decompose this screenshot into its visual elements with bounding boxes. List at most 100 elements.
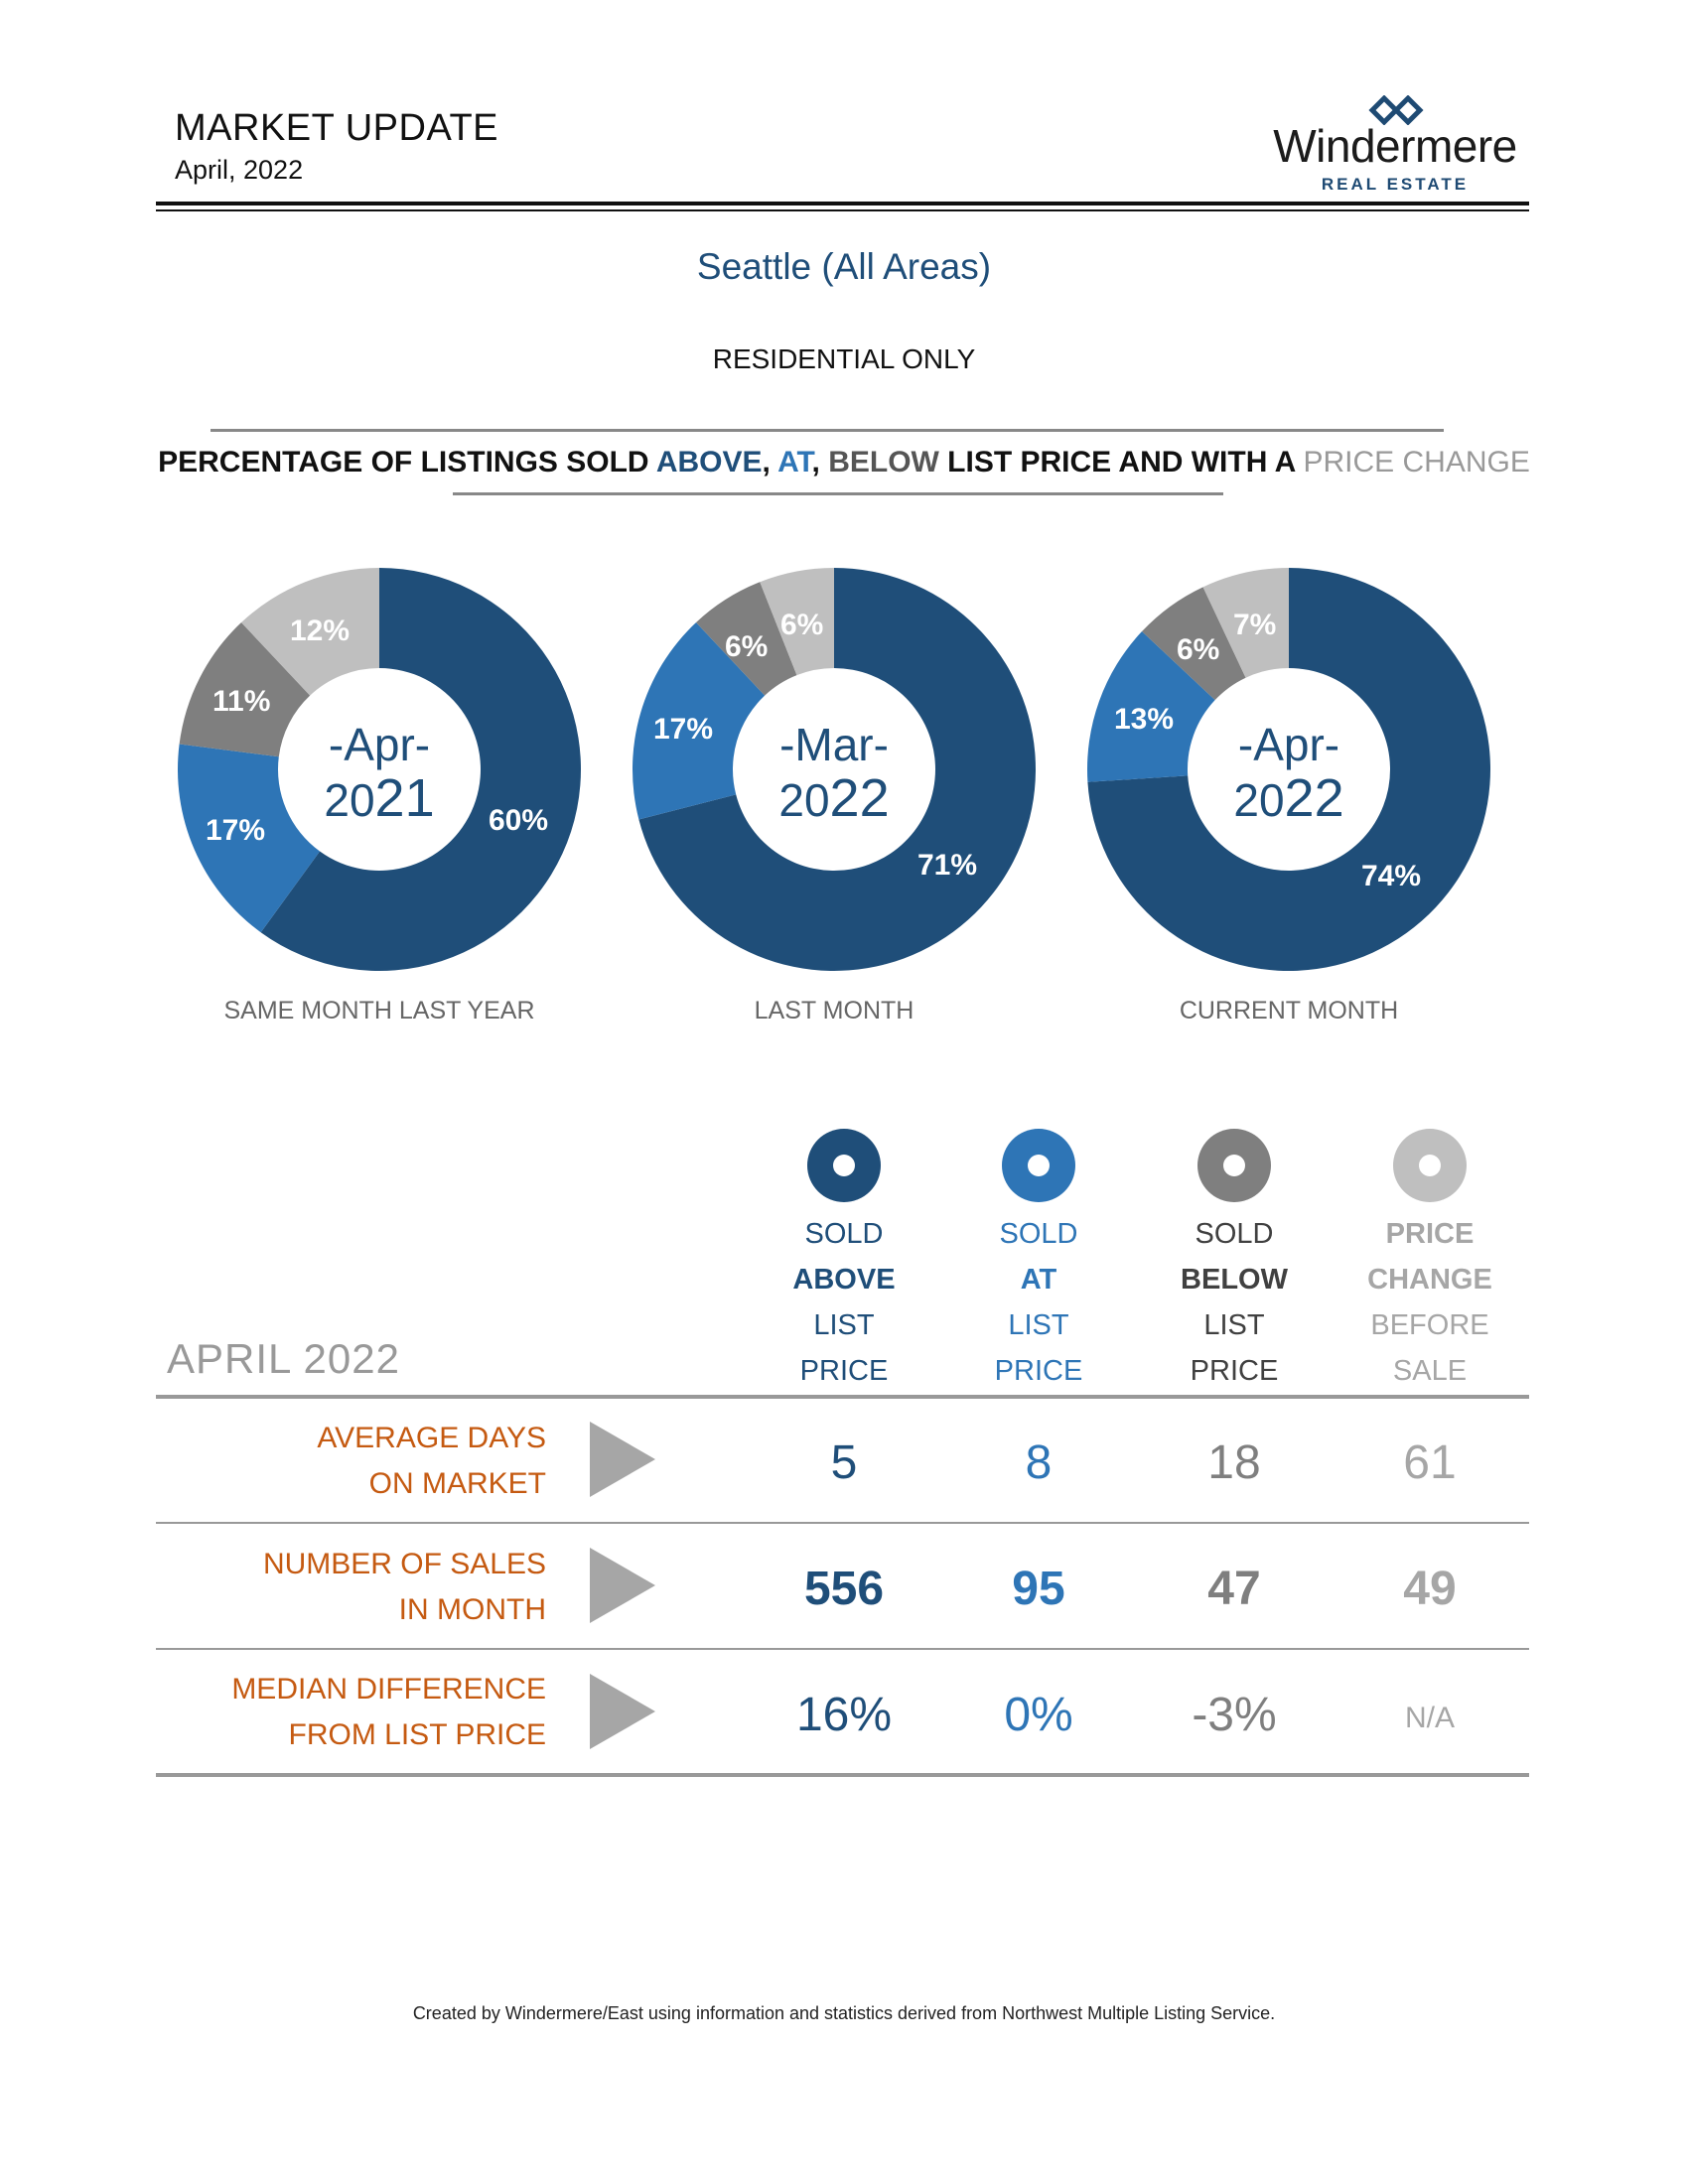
donut-slice-below <box>1142 587 1246 701</box>
col-line: BEFORE <box>1370 1309 1489 1341</box>
value-cell: 18 <box>1207 1436 1261 1489</box>
col-line: CHANGE <box>1367 1264 1492 1296</box>
report-date: April, 2022 <box>175 155 304 185</box>
value-cell: 47 <box>1207 1563 1261 1615</box>
heading-mid: LIST PRICE AND WITH A <box>938 446 1304 478</box>
windermere-logo-icon <box>1368 95 1424 125</box>
table-rule-top <box>156 1395 1529 1399</box>
heading-comma2: , <box>811 446 829 478</box>
value-cell: 16% <box>795 1689 893 1741</box>
row-label-line: AVERAGE DAYS <box>317 1422 546 1454</box>
table-section-label: APRIL 2022 <box>167 1335 400 1382</box>
row-label-line: MEDIAN DIFFERENCE <box>231 1673 546 1706</box>
column-header-below: SOLD BELOW LIST PRICE <box>1155 1211 1314 1394</box>
header-rule-thin <box>156 209 1529 211</box>
value-cell: -3% <box>1192 1689 1277 1741</box>
donut-slice-below <box>696 582 797 696</box>
donut-slice-change <box>1202 568 1289 678</box>
logo-subtitle: REAL ESTATE <box>1321 175 1470 194</box>
at-ring-icon <box>1002 1129 1075 1202</box>
value-cell: 5 <box>830 1436 858 1489</box>
col-line: LIST <box>1008 1309 1069 1341</box>
report-title: MARKET UPDATE <box>175 107 499 149</box>
col-line: BELOW <box>1181 1264 1288 1296</box>
source-footnote: Created by Windermere/East using informa… <box>412 2003 1276 2023</box>
row-label-line: FROM LIST PRICE <box>288 1718 546 1751</box>
slice-label: 6% <box>1177 633 1220 666</box>
donut-center-label-3: -Apr- 2022 <box>1199 718 1378 827</box>
donut-slice-above <box>260 568 581 971</box>
slice-label: 71% <box>917 849 978 882</box>
slice-label: 60% <box>489 804 549 837</box>
column-header-above: SOLD ABOVE LIST PRICE <box>765 1211 923 1394</box>
slice-label: 13% <box>1114 703 1175 736</box>
donut-center-year-b-1: 21 <box>374 768 435 828</box>
row-label-sales: NUMBER OF SALES IN MONTH <box>199 1542 546 1633</box>
col-line: SOLD <box>1195 1218 1274 1250</box>
header-rule <box>156 202 1529 205</box>
donut-center-label-1: -Apr- 2021 <box>290 718 469 827</box>
donut-center-year-b-3: 22 <box>1284 768 1344 828</box>
slice-label: 6% <box>725 630 769 663</box>
column-header-at: SOLD AT LIST PRICE <box>959 1211 1118 1394</box>
slice-label: 11% <box>212 685 271 718</box>
donut-slice-at <box>178 744 321 933</box>
value-cell: 95 <box>1012 1563 1065 1615</box>
heading-pre: PERCENTAGE OF LISTINGS SOLD <box>158 446 656 478</box>
heading-above: ABOVE <box>655 446 763 478</box>
col-line: ABOVE <box>792 1264 896 1296</box>
donut-charts <box>178 568 1490 971</box>
col-line: SOLD <box>999 1218 1078 1250</box>
heading-at: AT <box>777 446 812 478</box>
value-cell: 556 <box>803 1563 885 1615</box>
slice-label: 6% <box>780 609 824 641</box>
donut-slice-change <box>760 568 834 676</box>
column-header-change: PRICE CHANGE BEFORE SALE <box>1350 1211 1509 1394</box>
below-ring-icon <box>1197 1129 1271 1202</box>
slice-label: 17% <box>206 814 266 847</box>
heading-below: BELOW <box>828 446 939 478</box>
donut-center-year-a-2: 20 <box>778 774 830 826</box>
value-cell: 0% <box>1004 1689 1073 1741</box>
heading-comma1: , <box>762 446 778 478</box>
donut-slice-at <box>1087 631 1215 782</box>
row-label-days: AVERAGE DAYS ON MARKET <box>199 1416 546 1507</box>
row-label-line: IN MONTH <box>398 1593 546 1626</box>
slice-label: 12% <box>290 614 351 647</box>
donut-slice-change <box>241 568 379 696</box>
col-line: SALE <box>1392 1355 1468 1387</box>
section-rule-top <box>211 429 1444 432</box>
donut-center-month-2: -Mar- <box>779 719 889 770</box>
donut-slice-above <box>638 568 1036 971</box>
donut-center-year-a-1: 20 <box>324 774 375 826</box>
table-rule-bottom <box>156 1773 1529 1777</box>
donut-slice-above <box>1087 568 1490 971</box>
value-cell: 49 <box>1403 1563 1457 1615</box>
col-line: PRICE <box>1190 1355 1279 1387</box>
donut-center-year-a-3: 20 <box>1233 774 1285 826</box>
heading-change: PRICE CHANGE <box>1303 446 1530 478</box>
donut-caption-3: CURRENT MONTH <box>1179 997 1399 1024</box>
area-title: Seattle (All Areas) <box>696 246 992 287</box>
row-arrow-icon <box>590 1422 655 1497</box>
col-line: PRICE <box>1385 1218 1475 1250</box>
value-cell: N/A <box>1404 1702 1455 1734</box>
logo-wordmark: Windermere <box>1273 120 1517 172</box>
table-row-divider <box>156 1648 1529 1650</box>
donut-center-month-1: -Apr- <box>328 719 431 770</box>
chart-section-heading: PERCENTAGE OF LISTINGS SOLD ABOVE, AT, B… <box>0 446 1688 479</box>
donut-center-month-3: -Apr- <box>1237 719 1340 770</box>
row-label-line: NUMBER OF SALES <box>262 1548 546 1580</box>
donut-center-label-2: -Mar- 2022 <box>745 718 923 827</box>
col-line: PRICE <box>799 1355 889 1387</box>
section-rule-bottom <box>453 492 1223 495</box>
change-ring-icon <box>1393 1129 1467 1202</box>
slice-label: 74% <box>1361 860 1422 892</box>
col-line: LIST <box>1203 1309 1265 1341</box>
col-line: LIST <box>813 1309 875 1341</box>
donut-slice-at <box>633 622 766 820</box>
donut-caption-1: SAME MONTH LAST YEAR <box>223 997 535 1024</box>
donut-caption-2: LAST MONTH <box>754 997 914 1024</box>
slice-label: 17% <box>653 713 714 746</box>
row-arrow-icon <box>590 1548 655 1623</box>
